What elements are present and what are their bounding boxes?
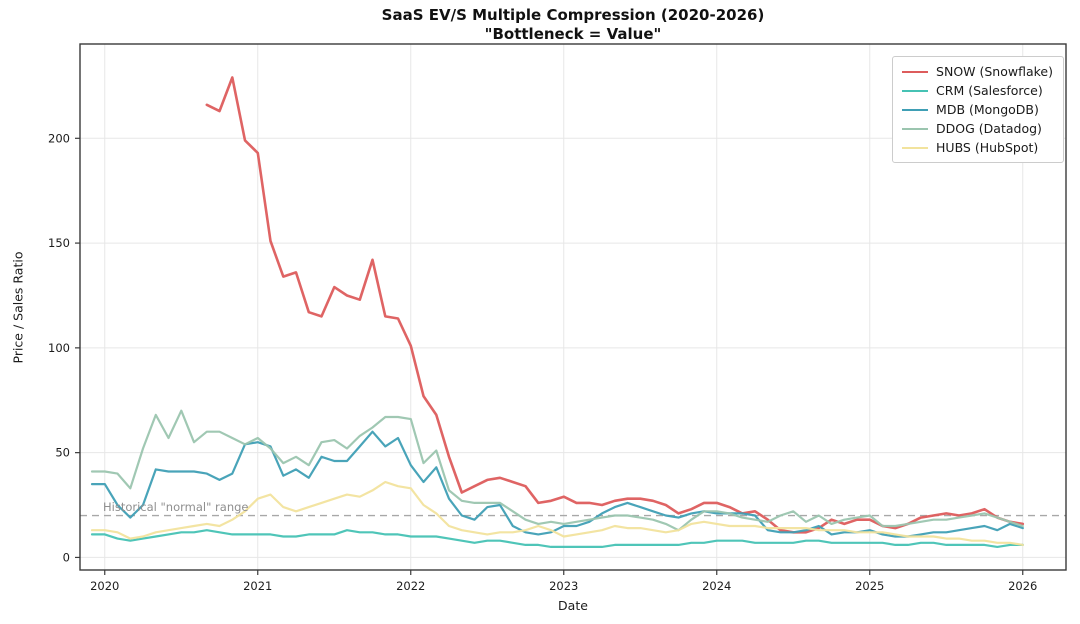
y-tick-label: 100: [48, 341, 70, 355]
legend-swatch: [902, 89, 929, 92]
x-tick-label: 2020: [90, 579, 119, 593]
y-tick-label: 150: [48, 236, 70, 250]
legend-swatch: [902, 70, 929, 73]
legend-item-snow: SNOW (Snowflake): [902, 64, 1053, 79]
x-tick-label: 2022: [396, 579, 425, 593]
x-axis-label: Date: [558, 598, 588, 613]
legend-item-crm: CRM (Salesforce): [902, 83, 1053, 98]
x-tick-label: 2026: [1008, 579, 1037, 593]
legend-label: SNOW (Snowflake): [936, 64, 1053, 79]
series-line-crm: [90, 529, 1024, 548]
legend-swatch: [902, 146, 929, 149]
legend-box: SNOW (Snowflake) CRM (Salesforce) MDB (Mon…: [892, 56, 1064, 163]
x-tick-label: 2024: [702, 579, 731, 593]
legend-item-ddog: DDOG (Datadog): [902, 121, 1053, 136]
x-tick-label: 2023: [549, 579, 578, 593]
y-tick-label: 200: [48, 131, 70, 145]
plot-border: [79, 43, 1067, 571]
legend-item-hubs: HUBS (HubSpot): [902, 140, 1053, 155]
series-line-ddog: [90, 409, 1024, 532]
x-tick-label: 2025: [855, 579, 884, 593]
y-axis-label: Price / Sales Ratio: [10, 251, 26, 364]
legend-label: MDB (MongoDB): [936, 102, 1039, 117]
legend-label: DDOG (Datadog): [936, 121, 1042, 136]
legend-label: CRM (Salesforce): [936, 83, 1043, 98]
legend-label: HUBS (HubSpot): [936, 140, 1039, 155]
y-tick-label: 0: [63, 550, 70, 564]
y-tick-label: 50: [55, 446, 70, 460]
series-line-hubs: [90, 480, 1024, 546]
legend-item-mdb: MDB (MongoDB): [902, 102, 1053, 117]
legend-swatch: [902, 108, 929, 111]
legend-swatch: [902, 127, 929, 130]
x-tick-label: 2021: [243, 579, 272, 593]
